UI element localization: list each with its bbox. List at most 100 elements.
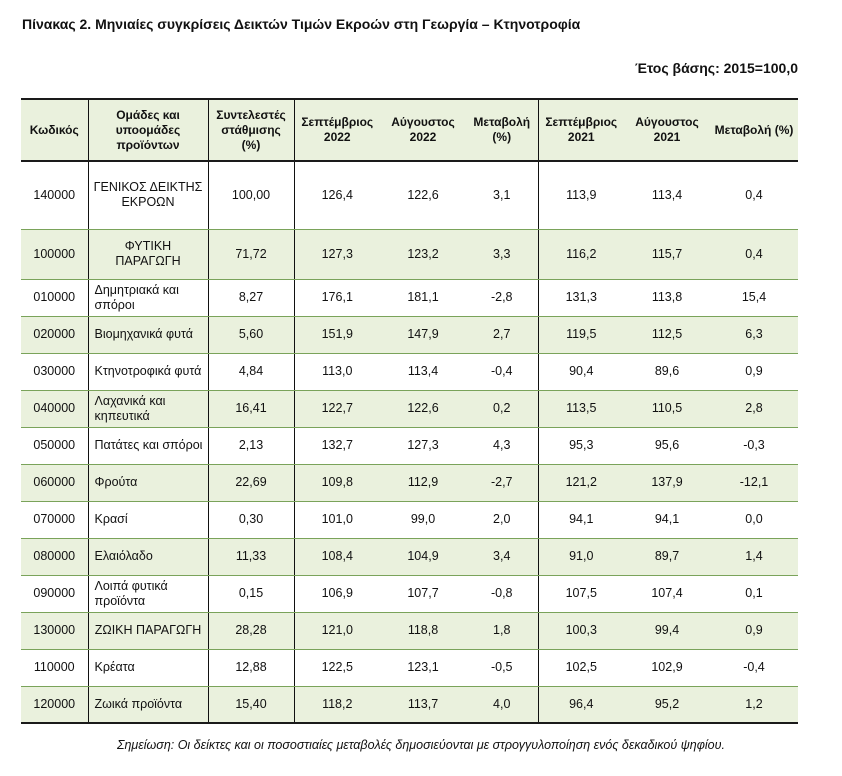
cell-group-name: ΦΥΤΙΚΗ ΠΑΡΑΓΩΓΗ bbox=[88, 229, 209, 280]
cell-value: -0,4 bbox=[466, 353, 539, 391]
cell-value: 91,0 bbox=[538, 538, 624, 576]
cell-value: 107,4 bbox=[624, 575, 710, 613]
cell-value: 113,9 bbox=[538, 161, 624, 230]
cell-value: 126,4 bbox=[294, 161, 380, 230]
cell-value: 8,27 bbox=[208, 279, 295, 317]
cell-value: 151,9 bbox=[294, 316, 380, 354]
cell-value: 4,3 bbox=[466, 427, 539, 465]
cell-value: 0,9 bbox=[710, 612, 798, 650]
table-row: 080000 Ελαιόλαδο 11,33 108,4 104,9 3,4 91,0 89,… bbox=[21, 538, 798, 576]
cell-group-name: ΓΕΝΙΚΟΣ ΔΕΙΚΤΗΣ ΕΚΡΟΩΝ bbox=[88, 161, 209, 230]
cell-value: 118,2 bbox=[294, 686, 380, 724]
header-change-2021: Μεταβολή (%) bbox=[710, 98, 798, 162]
cell-value: 5,60 bbox=[208, 316, 295, 354]
header-row: Κωδικός Ομάδες και υποομάδες προϊόντων Σ… bbox=[21, 98, 798, 162]
cell-value: 2,7 bbox=[466, 316, 539, 354]
cell-value: 95,6 bbox=[624, 427, 710, 465]
header-groups: Ομάδες και υποομάδες προϊόντων bbox=[88, 98, 209, 162]
cell-code: 080000 bbox=[21, 538, 89, 576]
cell-code: 060000 bbox=[21, 464, 89, 502]
cell-value: 107,7 bbox=[380, 575, 466, 613]
cell-value: 28,28 bbox=[208, 612, 295, 650]
table-row: 090000 Λοιπά φυτικά προϊόντα 0,15 106,9 107,… bbox=[21, 575, 798, 613]
cell-value: 3,3 bbox=[466, 229, 539, 280]
cell-value: 99,0 bbox=[380, 501, 466, 539]
table-row: 110000 Κρέατα 12,88 122,5 123,1 -0,5 102,5 102,… bbox=[21, 649, 798, 687]
cell-value: 95,2 bbox=[624, 686, 710, 724]
cell-value: 1,4 bbox=[710, 538, 798, 576]
cell-value: 108,4 bbox=[294, 538, 380, 576]
cell-group-name: ΖΩΙΚΗ ΠΑΡΑΓΩΓΗ bbox=[88, 612, 209, 650]
cell-value: 132,7 bbox=[294, 427, 380, 465]
cell-code: 030000 bbox=[21, 353, 89, 391]
cell-value: -12,1 bbox=[710, 464, 798, 502]
cell-value: 115,7 bbox=[624, 229, 710, 280]
cell-group-name: Βιομηχανικά φυτά bbox=[88, 316, 209, 354]
cell-value: 0,4 bbox=[710, 229, 798, 280]
header-sep-2022: Σεπτέμβριος 2022 bbox=[294, 98, 380, 162]
cell-value: 113,5 bbox=[538, 390, 624, 428]
cell-value: 2,8 bbox=[710, 390, 798, 428]
table-row: 020000 Βιομηχανικά φυτά 5,60 151,9 147,9 2,7 1… bbox=[21, 316, 798, 354]
table-row: 120000 Ζωικά προϊόντα 15,40 118,2 113,7 4,0 96… bbox=[21, 686, 798, 724]
table-title: Πίνακας 2. Μηνιαίες συγκρίσεις Δεικτών Τ… bbox=[22, 16, 581, 32]
cell-value: -2,7 bbox=[466, 464, 539, 502]
price-index-table: Κωδικός Ομάδες και υποομάδες προϊόντων Σ… bbox=[21, 98, 798, 724]
cell-value: 109,8 bbox=[294, 464, 380, 502]
cell-value: 95,3 bbox=[538, 427, 624, 465]
cell-value: 94,1 bbox=[624, 501, 710, 539]
table-row: 070000 Κρασί 0,30 101,0 99,0 2,0 94,1 94,1 0,0 bbox=[21, 501, 798, 539]
cell-group-name: Δημητριακά και σπόροι bbox=[88, 279, 209, 317]
cell-value: 106,9 bbox=[294, 575, 380, 613]
cell-value: 89,6 bbox=[624, 353, 710, 391]
cell-value: 131,3 bbox=[538, 279, 624, 317]
cell-value: 4,84 bbox=[208, 353, 295, 391]
cell-code: 040000 bbox=[21, 390, 89, 428]
cell-code: 050000 bbox=[21, 427, 89, 465]
cell-value: 0,9 bbox=[710, 353, 798, 391]
cell-value: 1,8 bbox=[466, 612, 539, 650]
cell-value: 121,2 bbox=[538, 464, 624, 502]
cell-group-name: Κρασί bbox=[88, 501, 209, 539]
cell-group-name: Λαχανικά και κηπευτικά bbox=[88, 390, 209, 428]
cell-value: 100,3 bbox=[538, 612, 624, 650]
cell-group-name: Ζωικά προϊόντα bbox=[88, 686, 209, 724]
header-sep-2021: Σεπτέμβριος 2021 bbox=[538, 98, 624, 162]
table-row: 030000 Κτηνοτροφικά φυτά 4,84 113,0 113,4 -0,… bbox=[21, 353, 798, 391]
cell-value: 94,1 bbox=[538, 501, 624, 539]
cell-value: 104,9 bbox=[380, 538, 466, 576]
header-code: Κωδικός bbox=[21, 98, 89, 162]
header-change-2022: Μεταβολή (%) bbox=[466, 98, 539, 162]
cell-value: 176,1 bbox=[294, 279, 380, 317]
cell-code: 010000 bbox=[21, 279, 89, 317]
table-row: 060000 Φρούτα 22,69 109,8 112,9 -2,7 121,2 137,… bbox=[21, 464, 798, 502]
cell-value: 107,5 bbox=[538, 575, 624, 613]
cell-value: -0,5 bbox=[466, 649, 539, 687]
cell-value: 122,6 bbox=[380, 161, 466, 230]
cell-value: 119,5 bbox=[538, 316, 624, 354]
cell-value: 1,2 bbox=[710, 686, 798, 724]
cell-value: 127,3 bbox=[294, 229, 380, 280]
cell-value: 122,7 bbox=[294, 390, 380, 428]
cell-value: 127,3 bbox=[380, 427, 466, 465]
cell-value: 0,2 bbox=[466, 390, 539, 428]
cell-value: 112,5 bbox=[624, 316, 710, 354]
cell-value: 113,7 bbox=[380, 686, 466, 724]
cell-value: 121,0 bbox=[294, 612, 380, 650]
cell-code: 020000 bbox=[21, 316, 89, 354]
table-row: 140000 ΓΕΝΙΚΟΣ ΔΕΙΚΤΗΣ ΕΚΡΟΩΝ 100,00 126,4 1… bbox=[21, 161, 798, 230]
cell-group-name: Λοιπά φυτικά προϊόντα bbox=[88, 575, 209, 613]
cell-value: -0,8 bbox=[466, 575, 539, 613]
cell-value: 6,3 bbox=[710, 316, 798, 354]
cell-value: 113,4 bbox=[624, 161, 710, 230]
cell-value: -0,3 bbox=[710, 427, 798, 465]
footnote: Σημείωση: Οι δείκτες και οι ποσοστιαίες … bbox=[117, 738, 725, 752]
cell-value: 11,33 bbox=[208, 538, 295, 576]
cell-value: 102,5 bbox=[538, 649, 624, 687]
cell-value: 2,0 bbox=[466, 501, 539, 539]
cell-value: 116,2 bbox=[538, 229, 624, 280]
cell-value: -2,8 bbox=[466, 279, 539, 317]
cell-value: 113,4 bbox=[380, 353, 466, 391]
cell-value: 4,0 bbox=[466, 686, 539, 724]
cell-value: 15,4 bbox=[710, 279, 798, 317]
